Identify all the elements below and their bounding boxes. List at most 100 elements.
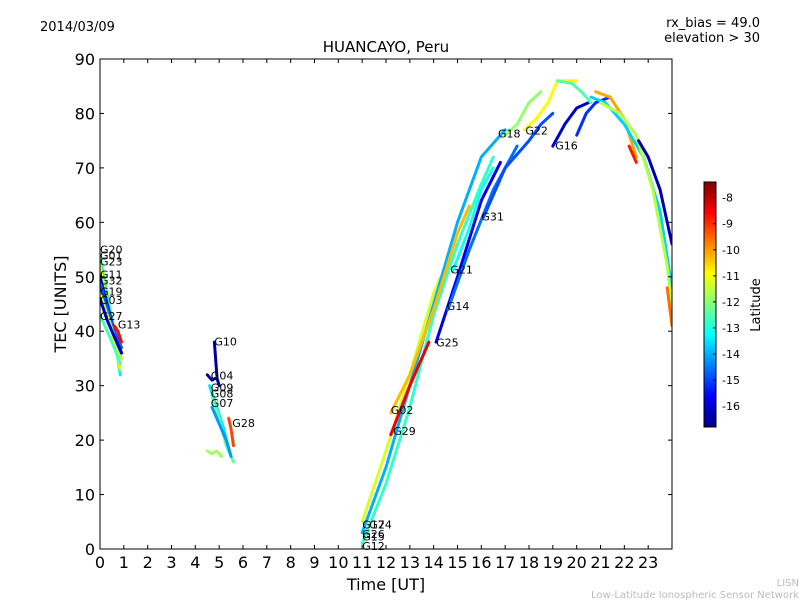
x-tick-label: 4 — [190, 553, 200, 572]
satellite-label: G10 — [214, 335, 237, 348]
y-axis: 0 10 20 30 40 50 60 70 80 90 — [75, 50, 672, 559]
satellite-label: G23 — [100, 255, 123, 268]
series-G22 — [522, 79, 579, 132]
series-G06 — [589, 95, 672, 290]
x-tick-label: 19 — [543, 553, 563, 572]
series-G26 — [360, 128, 507, 535]
colorbar-tick-label: -11 — [722, 270, 740, 283]
x-tick-label: 13 — [400, 553, 420, 572]
series-G03 — [100, 297, 123, 355]
satellite-label: G32 — [100, 274, 123, 287]
x-tick-label: 1 — [119, 553, 129, 572]
satellite-label: G20 — [100, 243, 123, 256]
series-G33 — [627, 144, 638, 164]
satellite-label: G19 — [100, 285, 123, 298]
series-G27 — [100, 313, 122, 366]
y-tick-label: 10 — [75, 486, 95, 505]
y-tick-label: 20 — [75, 431, 95, 450]
x-tick-label: 7 — [262, 553, 272, 572]
satellite-label: G15 — [362, 530, 385, 543]
footer-network: Low-Latitude Ionospheric Sensor Network — [591, 590, 799, 600]
series-G07 — [210, 405, 233, 458]
series-G02 — [389, 204, 471, 415]
y-tick-label: 0 — [85, 540, 95, 559]
series-G04 — [205, 373, 221, 388]
x-tick-label: 11 — [352, 553, 372, 572]
plot-frame — [99, 58, 673, 550]
y-tick-label: 70 — [75, 159, 95, 178]
colorbar-tick-label: -9 — [722, 218, 733, 231]
footer-lisn: LISN — [777, 578, 799, 589]
satellite-label: G14 — [447, 300, 470, 313]
series-G10 — [212, 340, 219, 377]
y-tick-label: 40 — [75, 322, 95, 341]
satellite-label: G07 — [211, 397, 234, 410]
x-tick-label: 10 — [328, 553, 348, 572]
series-G28 — [227, 416, 235, 448]
satellite-label: G01 — [100, 249, 123, 262]
satellite-label: G21 — [450, 264, 473, 277]
x-tick-label: 17 — [495, 553, 515, 572]
colorbar-tick-label: -16 — [722, 400, 740, 413]
satellite-label: G08 — [211, 388, 234, 401]
colorbar — [703, 181, 717, 428]
satellite-label: G28 — [232, 417, 255, 430]
x-tick-label: 6 — [238, 553, 248, 572]
x-tick-label: 22 — [614, 553, 634, 572]
colorbar-ticks: -8 -9 -10 -11 -12 -13 -14 -15 -16 — [713, 192, 740, 413]
satellite-label: G02 — [391, 404, 414, 417]
satellite-label: G25 — [436, 337, 459, 350]
x-tick-label: 5 — [214, 553, 224, 572]
series-G17 — [637, 139, 672, 246]
x-tick-label: 18 — [519, 553, 539, 572]
x-axis-label: Time [UT] — [346, 575, 425, 594]
satellite-label: G27 — [100, 310, 123, 323]
satellite-label: G18 — [498, 127, 521, 140]
series-G24 — [360, 275, 443, 524]
x-tick-label: 3 — [166, 553, 176, 572]
satellite-label: G13 — [118, 319, 141, 332]
elevation-annotation: elevation > 30 — [664, 31, 760, 46]
x-tick-label: 8 — [286, 553, 296, 572]
satellite-label: G16 — [555, 139, 578, 152]
x-tick-label: 20 — [566, 553, 586, 572]
y-tick-label: 50 — [75, 268, 95, 287]
satellite-label: G09 — [211, 382, 234, 395]
x-tick-label: 21 — [590, 553, 610, 572]
series-G29 — [389, 340, 431, 437]
series-G32 — [100, 280, 123, 350]
y-tick-label: 80 — [75, 104, 95, 123]
y-tick-label: 60 — [75, 213, 95, 232]
colorbar-tick-label: -12 — [722, 296, 740, 309]
y-tick-label: 90 — [75, 50, 95, 69]
series-G01b — [205, 449, 224, 458]
satellite-label: G17 — [362, 518, 385, 531]
y-tick-label: 30 — [75, 377, 95, 396]
colorbar-tick-label: -10 — [722, 244, 740, 257]
series-G05 — [594, 90, 638, 159]
chart-title: HUANCAYO, Peru — [323, 38, 449, 56]
colorbar-tick-label: -8 — [722, 192, 733, 205]
satellite-label: G12 — [362, 540, 385, 553]
series-G30 — [575, 95, 612, 137]
series-G15 — [599, 101, 672, 311]
satellite-label: G24 — [369, 518, 392, 531]
series-G34 — [665, 286, 672, 328]
rx-bias-annotation: rx_bias = 49.0 — [666, 16, 760, 31]
satellite-label-layer: G20G01G23G11G32G19G03G27G13G10G04G09G08G… — [100, 125, 578, 553]
series-G18 — [503, 90, 543, 137]
satellite-label: G29 — [393, 425, 416, 438]
satellite-label: G26 — [362, 528, 385, 541]
series-layer — [100, 79, 672, 546]
series-G31 — [482, 111, 555, 219]
x-tick-label: 23 — [638, 553, 658, 572]
series-G13 — [112, 324, 123, 344]
x-tick-label: 15 — [447, 553, 467, 572]
colorbar-tick-label: -14 — [722, 348, 740, 361]
satellite-label: G11 — [100, 268, 123, 281]
series-G16 — [551, 101, 591, 148]
x-tick-label: 16 — [471, 553, 491, 572]
x-tick-label: 0 — [95, 553, 105, 572]
